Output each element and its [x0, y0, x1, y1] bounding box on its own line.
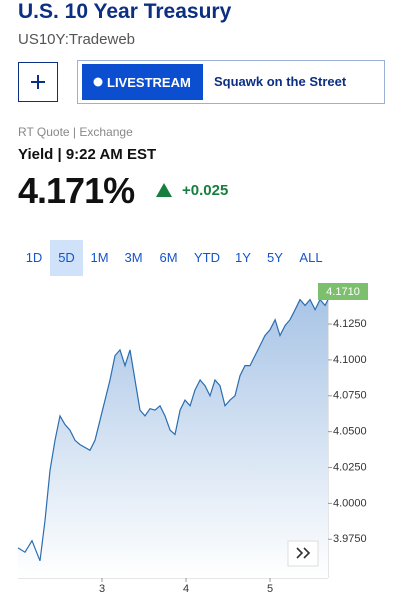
y-tick-label: 4.0000	[333, 497, 367, 509]
y-tick-label: 3.9750	[333, 533, 367, 545]
quote-source: RT Quote | Exchange	[18, 125, 133, 139]
livestream-label: LIVESTREAM	[107, 75, 191, 90]
button-box	[287, 540, 319, 567]
x-tick-label: 4	[183, 583, 189, 595]
last-label-bg	[318, 283, 368, 300]
range-tab[interactable]: YTD	[194, 250, 220, 265]
up-arrow	[156, 183, 172, 197]
line	[17, 298, 329, 562]
range-tab[interactable]: 5D	[50, 240, 83, 276]
scroll-button[interactable]	[287, 540, 319, 567]
range-tab[interactable]: ALL	[299, 250, 323, 265]
y-tick-label: 4.0500	[333, 426, 367, 438]
livestream-button[interactable]: LIVESTREAM	[82, 64, 203, 100]
range-tab[interactable]: 6M	[159, 250, 178, 265]
range-tab[interactable]: 3M	[124, 250, 143, 265]
range-tab[interactable]: 1Y	[235, 250, 251, 265]
x-tick-label: 3	[99, 583, 105, 595]
change: +0.025	[182, 182, 229, 199]
symbol: US10Y:Tradeweb	[18, 31, 136, 48]
range-tab[interactable]: 5Y	[267, 250, 283, 265]
y-tick-label: 4.0750	[333, 390, 367, 402]
quote-time: Yield | 9:22 AM EST	[18, 146, 157, 163]
y-tick-label: 4.1000	[333, 354, 367, 366]
chevrons	[296, 547, 311, 559]
range-tab[interactable]: 1M	[90, 250, 109, 265]
price: 4.171%	[18, 170, 135, 211]
livestream-box[interactable]	[77, 60, 385, 104]
live-dot	[93, 77, 103, 87]
y-tick-label: 4.0250	[333, 461, 367, 473]
area	[18, 299, 328, 578]
show-name[interactable]: Squawk on the Street	[214, 74, 347, 89]
chart: 4.1250 4.1000 4.0750 4.0500 4.0250 4.0000 3.97…	[17, 283, 368, 595]
title: U.S. 10 Year Treasury	[18, 0, 232, 23]
add-button[interactable]	[18, 62, 58, 102]
range-tab[interactable]: 1D	[25, 250, 43, 265]
last-label: 4.1710	[326, 286, 360, 298]
plus-icon	[31, 75, 45, 89]
y-tick-label: 4.1250	[333, 318, 367, 330]
x-tick-label: 5	[267, 583, 273, 595]
